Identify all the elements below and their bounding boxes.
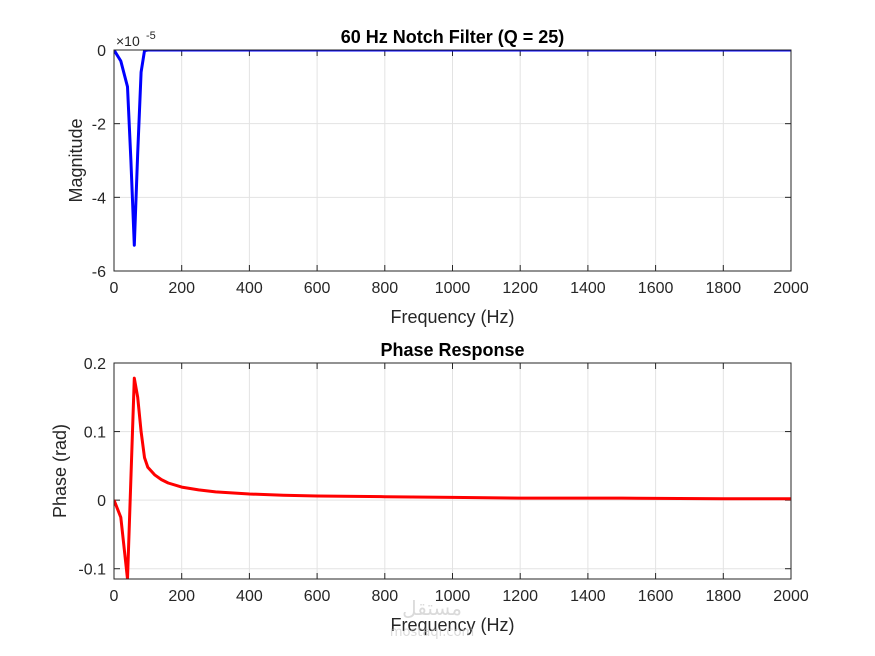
y-tick-label: -0.1: [78, 562, 106, 579]
x-tick-label: 2000: [773, 280, 809, 297]
x-tick-label: 1000: [435, 280, 471, 297]
magnitude-axes: 0 200 400 600 800 1000 1200 1400 1600 1800 2000 0 -2…: [66, 27, 809, 327]
x-tick-label: 1800: [706, 280, 742, 297]
x-tick-label: 1400: [570, 588, 606, 605]
magnitude-ylabel: Magnitude: [66, 118, 86, 202]
series-line: [114, 376, 791, 579]
x-tick-label: 0: [110, 280, 119, 297]
watermark-logo: مستقل: [402, 596, 462, 620]
y-tick-label: 0: [97, 43, 106, 60]
x-tick-label: 800: [371, 280, 398, 297]
x-tick-label: 1200: [502, 280, 538, 297]
phase-line: [114, 376, 791, 579]
x-tick-label: 600: [304, 280, 331, 297]
magnitude-ticks: 0 200 400 600 800 1000 1200 1400 1600 1800 2000 0 -2…: [92, 43, 809, 297]
phase-title: Phase Response: [380, 340, 524, 360]
magnitude-xlabel: Frequency (Hz): [390, 307, 514, 327]
x-tick-label: 600: [304, 588, 331, 605]
y-tick-label: 0.1: [84, 425, 106, 442]
magnitude-exponent-base: ×10: [116, 33, 140, 49]
phase-axes-box: [113, 362, 792, 580]
y-tick-label: -2: [92, 117, 106, 134]
magnitude-exponent-power: -5: [146, 30, 156, 42]
x-tick-label: 200: [168, 588, 195, 605]
y-tick-label: 0: [97, 493, 106, 510]
x-tick-label: 1600: [638, 588, 674, 605]
x-tick-label: 1800: [706, 588, 742, 605]
x-tick-label: 200: [168, 280, 195, 297]
magnitude-axes-box: [113, 49, 792, 272]
y-tick-label: -6: [92, 264, 106, 281]
phase-xlabel: Frequency (Hz): [390, 615, 514, 635]
y-tick-label: 0.2: [84, 356, 106, 373]
x-tick-label: 1600: [638, 280, 674, 297]
x-tick-label: 1200: [502, 588, 538, 605]
phase-ylabel: Phase (rad): [50, 424, 70, 518]
watermark-url: mostaql.com: [390, 625, 474, 640]
x-tick-label: 1000: [435, 588, 471, 605]
x-tick-label: 400: [236, 588, 263, 605]
x-tick-label: 400: [236, 280, 263, 297]
y-tick-label: -4: [92, 190, 106, 207]
phase-axes: 0 200 400 600 800 1000 1200 1400 1600 1800 2000 0.2…: [50, 340, 809, 635]
x-tick-label: 2000: [773, 588, 809, 605]
x-tick-label: 800: [371, 588, 398, 605]
x-tick-label: 1400: [570, 280, 606, 297]
x-tick-label: 0: [110, 588, 119, 605]
magnitude-title: 60 Hz Notch Filter (Q = 25): [341, 27, 565, 47]
